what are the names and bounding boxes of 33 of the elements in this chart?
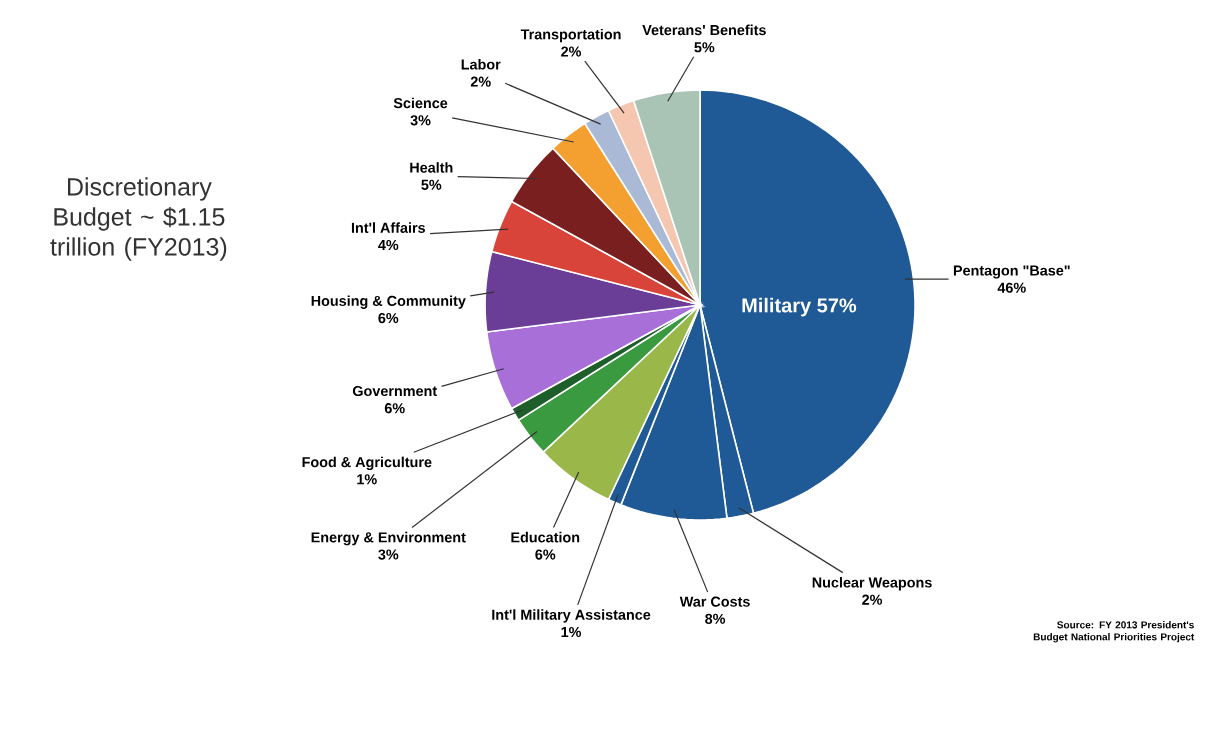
text: Military 57% <box>742 297 857 317</box>
slice-label: Education <box>511 531 580 543</box>
data-label: 4% <box>378 239 399 251</box>
data-label: 6% <box>535 549 556 560</box>
slice-label: Pentagon "Base" <box>953 265 1070 279</box>
text: Discretionary Budget ~ $1.15 trillion (FY2013) <box>50 177 227 261</box>
data-label: 5% <box>694 42 715 53</box>
slice-label: Nuclear Weapons <box>812 577 932 591</box>
data-label: 6% <box>384 403 405 414</box>
slice-label: Int'l Affairs <box>351 222 425 233</box>
data-label: 2% <box>561 46 582 57</box>
slice-label: Labor <box>461 58 501 70</box>
data-label: 8% <box>705 613 726 624</box>
data-label: 1% <box>357 474 377 485</box>
slice-label: Food & Agriculture <box>302 456 432 471</box>
slice-label: Housing & Community <box>311 295 466 309</box>
slice-label: Science <box>393 97 448 109</box>
slice-label: Int'l Military Assistance <box>492 609 651 623</box>
slice-label: Health <box>410 162 453 173</box>
slice-label: Veterans' Benefits <box>642 24 766 36</box>
data-label: 6% <box>378 313 399 324</box>
slice-label: Energy & Environment <box>311 531 466 546</box>
data-label: 2% <box>470 76 491 87</box>
slice-label: Transportation <box>520 28 621 43</box>
data-label: 3% <box>410 115 431 126</box>
source-note: Source: FY 2013 President's Budget National Priorities Project <box>1033 621 1195 643</box>
slice-label: Government <box>352 385 437 397</box>
data-label: 5% <box>421 179 442 190</box>
slice-label: War Costs <box>679 596 750 607</box>
data-label: 3% <box>378 549 399 560</box>
data-label: 1% <box>561 626 582 638</box>
data-label: 46% <box>997 282 1026 293</box>
data-label: 2% <box>862 594 883 605</box>
